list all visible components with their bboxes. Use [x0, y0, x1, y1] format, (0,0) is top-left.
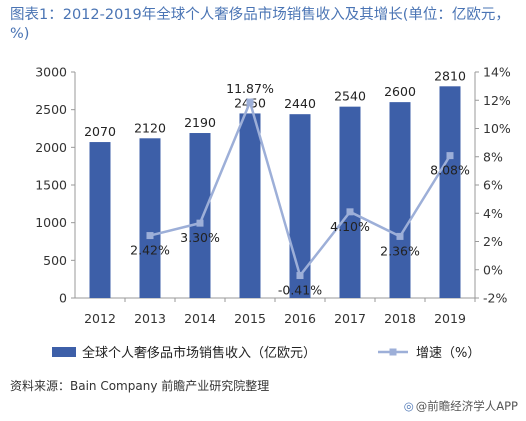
bar [89, 142, 111, 298]
right-tick-label: 2% [483, 234, 503, 249]
legend-bar-label: 全球个人奢侈品市场销售收入（亿欧元） [82, 345, 316, 361]
growth-point [196, 219, 204, 227]
chart-title: 图表1：2012-2019年全球个人奢侈品市场销售收入及其增长(单位：亿欧元，%… [10, 7, 510, 42]
x-tick-label: 2019 [434, 311, 466, 326]
left-tick-label: 2500 [35, 102, 67, 117]
bar [439, 86, 461, 299]
bar [389, 102, 411, 298]
bar [289, 114, 311, 298]
right-tick-label: -2% [483, 291, 507, 306]
brand-label: @前瞻经济学人APP [415, 399, 518, 413]
bar [339, 106, 361, 298]
growth-value-label: 4.10% [330, 219, 370, 234]
left-tick-label: 2000 [35, 140, 67, 155]
growth-point [396, 232, 404, 240]
bar [139, 138, 161, 298]
x-tick-label: 2015 [234, 311, 266, 326]
bar-value-label: 2810 [434, 68, 466, 83]
bar-value-label: 2120 [134, 120, 166, 135]
legend-line-label: 增速（%） [416, 346, 480, 361]
x-tick-label: 2014 [184, 311, 216, 326]
x-tick-label: 2013 [134, 311, 166, 326]
right-tick-label: 12% [483, 93, 511, 108]
left-tick-label: 3000 [35, 65, 67, 80]
growth-value-label: 8.08% [430, 163, 470, 178]
bar-value-label: 2440 [284, 96, 316, 111]
x-tick-label: 2017 [334, 311, 366, 326]
growth-point [146, 232, 154, 240]
growth-value-label: 2.36% [380, 243, 420, 258]
growth-point [446, 152, 454, 160]
bar-value-label: 2190 [184, 115, 216, 130]
growth-value-label: 11.87% [226, 81, 274, 96]
right-tick-label: 8% [483, 149, 503, 164]
x-tick-label: 2012 [84, 311, 116, 326]
right-tick-label: 6% [483, 178, 503, 193]
bar [239, 113, 261, 298]
brand-watermark: ◎ @前瞻经济学人APP [404, 398, 518, 414]
bar-value-label: 2070 [84, 124, 116, 139]
right-tick-label: 10% [483, 121, 511, 136]
growth-value-label: -0.41% [278, 283, 322, 298]
source-note: 资料来源：Bain Company 前瞻产业研究院整理 [10, 379, 270, 393]
growth-value-label: 3.30% [180, 230, 220, 245]
left-tick-label: 500 [43, 253, 67, 268]
legend-line-marker [389, 348, 397, 356]
growth-point [246, 98, 254, 106]
legend-bar-swatch [52, 347, 76, 357]
bar-value-label: 2540 [334, 89, 366, 104]
left-tick-label: 0 [59, 291, 67, 306]
brand-logo-icon: ◎ [403, 399, 414, 413]
right-tick-label: 0% [483, 262, 503, 277]
bar [189, 133, 211, 298]
left-tick-label: 1000 [35, 215, 67, 230]
x-tick-label: 2016 [284, 311, 316, 326]
x-tick-label: 2018 [384, 311, 416, 326]
growth-point [346, 208, 354, 216]
growth-point [296, 272, 304, 280]
left-tick-label: 1500 [35, 178, 67, 193]
right-tick-label: 14% [483, 65, 511, 80]
growth-value-label: 2.42% [130, 243, 170, 258]
right-tick-label: 4% [483, 206, 503, 221]
bar-value-label: 2600 [384, 84, 416, 99]
